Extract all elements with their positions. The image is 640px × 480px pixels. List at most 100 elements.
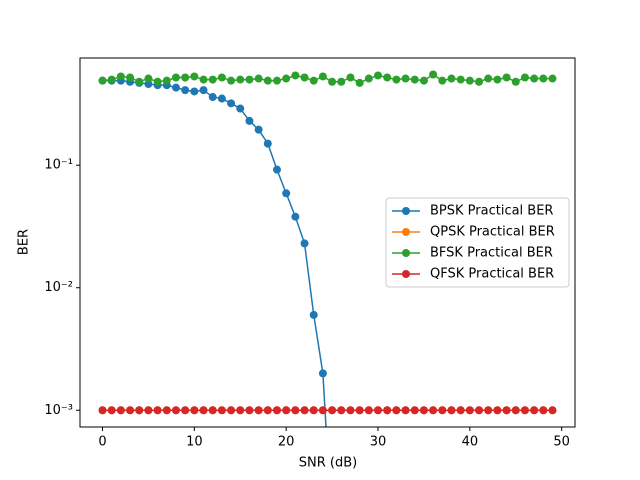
data-point bbox=[318, 72, 327, 81]
data-point bbox=[530, 406, 539, 415]
data-point bbox=[254, 125, 263, 134]
data-point bbox=[171, 83, 180, 92]
data-point bbox=[364, 74, 373, 83]
data-point bbox=[135, 77, 144, 86]
data-point bbox=[493, 75, 502, 84]
x-tick-label: 40 bbox=[462, 435, 479, 450]
data-point bbox=[493, 406, 502, 415]
plot-area bbox=[98, 70, 557, 427]
data-point bbox=[171, 406, 180, 415]
data-point bbox=[171, 73, 180, 82]
x-tick-label: 20 bbox=[278, 435, 295, 450]
data-point bbox=[300, 73, 309, 82]
data-point bbox=[429, 406, 438, 415]
y-tick-label: 10⁻² bbox=[44, 280, 73, 295]
data-point bbox=[181, 73, 190, 82]
data-point bbox=[263, 76, 272, 85]
data-point bbox=[502, 406, 511, 415]
data-point bbox=[511, 406, 520, 415]
data-point bbox=[190, 87, 199, 96]
data-point bbox=[346, 406, 355, 415]
legend-label: BFSK Practical BER bbox=[430, 246, 553, 261]
x-tick-label: 0 bbox=[98, 435, 106, 450]
data-point bbox=[520, 406, 529, 415]
data-point bbox=[236, 104, 245, 113]
data-point bbox=[98, 406, 107, 415]
data-point bbox=[116, 72, 125, 81]
data-point bbox=[245, 75, 254, 84]
data-point bbox=[392, 75, 401, 84]
x-tick-label: 30 bbox=[370, 435, 387, 450]
data-point bbox=[447, 74, 456, 83]
data-point bbox=[539, 74, 548, 83]
data-point bbox=[328, 406, 337, 415]
data-point bbox=[245, 406, 254, 415]
data-point bbox=[272, 165, 281, 174]
data-point bbox=[318, 406, 327, 415]
legend-box bbox=[385, 197, 570, 288]
data-point bbox=[263, 406, 272, 415]
data-point bbox=[419, 406, 428, 415]
data-point bbox=[410, 406, 419, 415]
y-axis-label: BER bbox=[17, 229, 32, 255]
data-point bbox=[374, 71, 383, 80]
data-point bbox=[438, 406, 447, 415]
data-point bbox=[208, 75, 217, 84]
data-point bbox=[153, 406, 162, 415]
data-point bbox=[337, 406, 346, 415]
data-point bbox=[236, 406, 245, 415]
axes-frame bbox=[79, 57, 576, 428]
data-point bbox=[502, 73, 511, 82]
data-point bbox=[282, 406, 291, 415]
data-point bbox=[126, 73, 135, 82]
data-point bbox=[254, 74, 263, 83]
data-point bbox=[144, 74, 153, 83]
data-point bbox=[263, 139, 272, 148]
data-point bbox=[465, 406, 474, 415]
x-tick-label: 50 bbox=[553, 435, 570, 450]
legend-marker bbox=[402, 207, 410, 215]
data-point bbox=[135, 406, 144, 415]
data-point bbox=[282, 189, 291, 198]
data-point bbox=[456, 406, 465, 415]
x-tick-label: 10 bbox=[186, 435, 203, 450]
data-point bbox=[401, 74, 410, 83]
data-point bbox=[355, 78, 364, 87]
data-point bbox=[107, 406, 116, 415]
data-point bbox=[309, 406, 318, 415]
data-point bbox=[475, 77, 484, 86]
data-point bbox=[162, 406, 171, 415]
legend-label: QPSK Practical BER bbox=[430, 225, 555, 240]
y-tick-label: 10⁻¹ bbox=[44, 158, 73, 173]
data-point bbox=[227, 99, 236, 108]
data-point bbox=[383, 406, 392, 415]
data-point bbox=[530, 74, 539, 83]
legend-marker bbox=[402, 228, 410, 236]
data-point bbox=[282, 74, 291, 83]
data-point bbox=[392, 406, 401, 415]
data-point bbox=[337, 77, 346, 86]
data-point bbox=[438, 76, 447, 85]
data-point bbox=[153, 77, 162, 86]
data-point bbox=[511, 77, 520, 86]
data-point bbox=[208, 406, 217, 415]
data-point bbox=[484, 74, 493, 83]
data-point bbox=[346, 73, 355, 82]
data-point bbox=[456, 75, 465, 84]
data-point bbox=[419, 76, 428, 85]
data-point bbox=[227, 76, 236, 85]
data-point bbox=[190, 406, 199, 415]
data-point bbox=[309, 310, 318, 319]
data-point bbox=[181, 86, 190, 95]
data-point bbox=[162, 76, 171, 85]
data-point bbox=[465, 76, 474, 85]
data-point bbox=[236, 75, 245, 84]
data-point bbox=[181, 406, 190, 415]
data-point bbox=[300, 239, 309, 248]
data-point bbox=[520, 73, 529, 82]
y-tick-label: 10⁻³ bbox=[44, 403, 73, 418]
data-point bbox=[199, 86, 208, 95]
data-point bbox=[291, 212, 300, 221]
data-point bbox=[309, 76, 318, 85]
